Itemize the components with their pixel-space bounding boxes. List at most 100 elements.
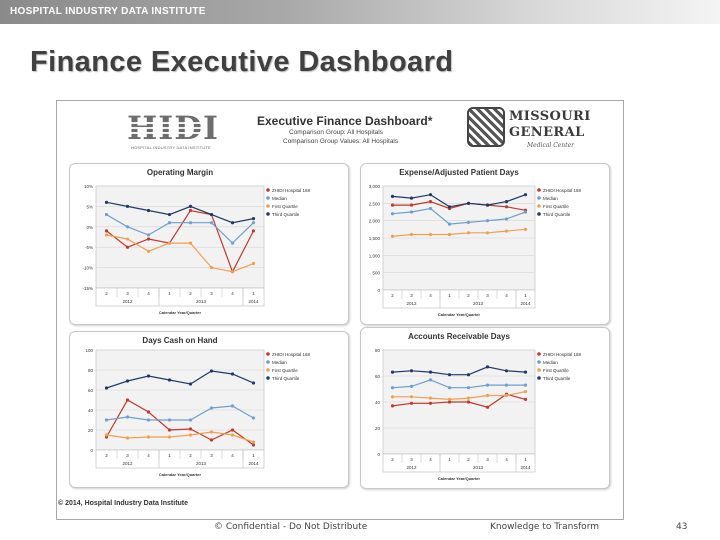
data-point	[428, 200, 433, 204]
data-point	[251, 440, 256, 444]
data-point	[104, 200, 109, 204]
data-point	[428, 396, 433, 400]
data-point	[428, 193, 433, 197]
data-point	[146, 237, 151, 241]
y-tick-label: 20	[88, 428, 94, 433]
x-tick-label: 2	[189, 291, 192, 296]
x-tick-label: 4	[231, 453, 234, 458]
data-point	[146, 374, 151, 378]
data-point	[188, 418, 193, 422]
data-point	[167, 212, 172, 217]
y-tick-label: 2,500	[369, 201, 381, 206]
chart-title: Expense/Adjusted Patient Days	[399, 168, 519, 177]
data-point	[125, 398, 130, 402]
legend-marker	[537, 376, 541, 380]
comparison-group: Comparison Group: All Hospitals	[289, 129, 383, 136]
legend-label: Median	[543, 360, 558, 365]
y-tick-label: 10%	[84, 184, 93, 189]
data-point	[167, 221, 172, 225]
series-line	[106, 201, 254, 224]
comparison-group-values: Comparison Group Values: All Hospitals	[283, 138, 399, 145]
data-point	[523, 383, 528, 387]
data-point	[188, 208, 193, 213]
legend-label: ZHIDI Hospital 168	[543, 352, 582, 357]
x-tick-label: 1	[168, 291, 171, 296]
data-point	[409, 210, 414, 214]
data-point	[485, 405, 490, 409]
y-tick-label: 1,000	[369, 253, 381, 258]
data-point	[466, 400, 471, 404]
x-year-label: 2012	[406, 301, 417, 306]
data-point	[209, 266, 214, 270]
data-point	[409, 395, 414, 399]
x-tick-label: 1	[524, 457, 527, 462]
data-point	[125, 237, 130, 241]
data-point	[251, 443, 256, 447]
legend-label: Median	[543, 196, 558, 201]
x-tick-label: 3	[126, 291, 129, 296]
series-line	[106, 431, 254, 443]
data-point	[390, 395, 395, 399]
legend-marker	[537, 360, 541, 364]
x-axis-title: Calendar Year/Quarter	[438, 312, 481, 317]
data-point	[209, 369, 214, 373]
data-point	[209, 221, 214, 225]
data-point	[104, 418, 109, 422]
data-point	[390, 234, 395, 238]
x-year-label: 2013	[196, 461, 207, 466]
data-point	[485, 365, 490, 369]
accounts-receivable-days-panel: Accounts Receivable Days 80 60 40 20 0 2 3 4 1 2 3 4…	[360, 327, 610, 489]
data-point	[466, 396, 471, 400]
data-point	[409, 401, 414, 405]
y-tick-label: 2,000	[369, 219, 381, 224]
logo-line-2: GENERAL	[509, 125, 585, 140]
y-tick-label: 80	[375, 348, 381, 353]
data-point	[209, 430, 214, 434]
data-point	[523, 227, 528, 231]
y-tick-label: 3,000	[369, 184, 381, 189]
legend-marker	[266, 188, 270, 192]
series-line	[106, 234, 254, 273]
series-line	[106, 209, 255, 274]
hidi-logo-subtitle: HOSPITAL INDUSTRY DATA INSTITUTE	[131, 145, 211, 150]
x-tick-label: 4	[429, 457, 432, 462]
series-line	[106, 370, 254, 389]
data-point	[523, 390, 528, 394]
data-point	[230, 428, 235, 432]
data-point	[390, 370, 395, 374]
data-point	[504, 205, 509, 209]
legend-marker	[266, 204, 270, 208]
data-point	[230, 404, 235, 408]
data-point	[409, 232, 414, 237]
data-point	[485, 383, 490, 387]
data-point	[447, 386, 452, 390]
data-point	[125, 436, 130, 440]
data-point	[167, 418, 172, 422]
x-tick-label: 3	[126, 453, 129, 458]
y-tick-label: -10%	[82, 266, 93, 271]
x-tick-label: 4	[147, 453, 150, 458]
x-tick-label: 3	[486, 457, 489, 462]
data-point	[125, 415, 130, 419]
data-point	[188, 204, 193, 208]
data-point	[504, 383, 509, 387]
data-point	[447, 373, 452, 377]
data-point	[409, 203, 414, 207]
series-line	[392, 207, 526, 225]
legend-marker	[537, 196, 541, 200]
data-point	[230, 221, 235, 225]
missouri-general-logo: MISSOURI GENERAL Medical Center	[467, 107, 590, 153]
series-line	[392, 200, 526, 211]
data-point	[188, 433, 193, 437]
seal-icon	[467, 107, 505, 147]
x-year-label: 2014	[248, 299, 259, 304]
legend-marker	[266, 212, 270, 216]
data-point	[125, 379, 130, 383]
data-point	[504, 369, 509, 373]
data-point	[125, 204, 130, 208]
banner-brand-text: HOSPITAL INDUSTRY DATA INSTITUTE	[10, 6, 206, 17]
data-point	[188, 221, 193, 225]
x-tick-label: 1	[252, 453, 255, 458]
x-tick-label: 2	[467, 293, 470, 298]
legend-marker	[537, 352, 541, 356]
